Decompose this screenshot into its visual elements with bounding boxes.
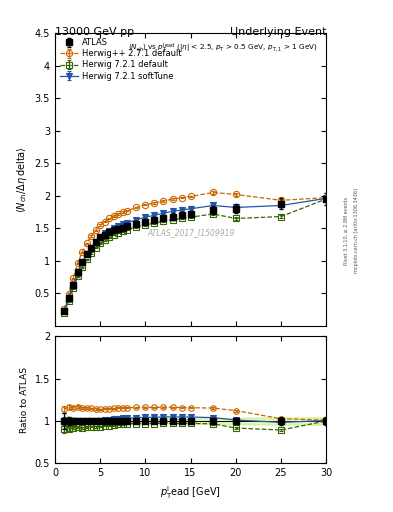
Text: Rivet 3.1.10, ≥ 2.8M events: Rivet 3.1.10, ≥ 2.8M events — [344, 196, 349, 265]
Y-axis label: Ratio to ATLAS: Ratio to ATLAS — [20, 367, 29, 433]
X-axis label: $p_\mathrm{T}^\mathrm{l}$ead [GeV]: $p_\mathrm{T}^\mathrm{l}$ead [GeV] — [160, 484, 221, 501]
Text: $\langle N_\mathrm{ch}\rangle$ vs $p_\mathrm{T}^\mathrm{lead}$ (|$\eta$| < 2.5, : $\langle N_\mathrm{ch}\rangle$ vs $p_\ma… — [128, 42, 318, 55]
Text: Underlying Event: Underlying Event — [230, 27, 326, 37]
Y-axis label: $\langle N_\mathrm{ch}/\Delta\eta\,\mathrm{delta}\rangle$: $\langle N_\mathrm{ch}/\Delta\eta\,\math… — [15, 146, 29, 213]
Legend: ATLAS, Herwig++ 2.7.1 default, Herwig 7.2.1 default, Herwig 7.2.1 softTune: ATLAS, Herwig++ 2.7.1 default, Herwig 7.… — [59, 37, 182, 81]
Text: ATLAS_2017_I1509919: ATLAS_2017_I1509919 — [147, 228, 234, 237]
Text: mcplots.cern.ch [arXiv:1306.3436]: mcplots.cern.ch [arXiv:1306.3436] — [354, 188, 359, 273]
Text: 13000 GeV pp: 13000 GeV pp — [55, 27, 134, 37]
